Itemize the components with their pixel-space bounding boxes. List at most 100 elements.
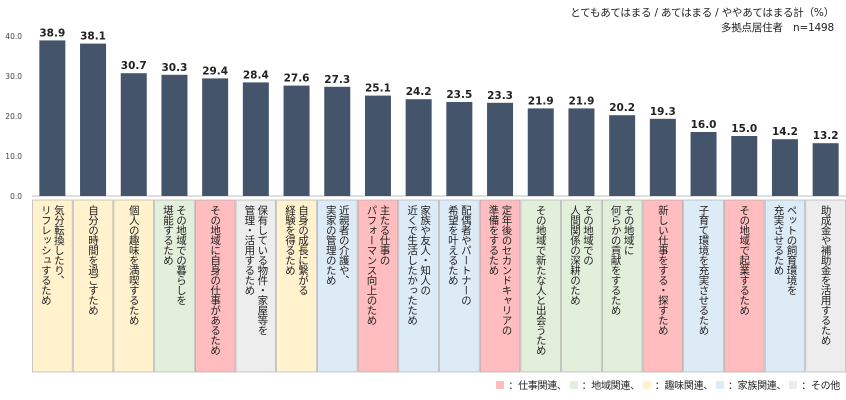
bar bbox=[39, 40, 66, 197]
category-label: 経験を得るため bbox=[284, 204, 296, 275]
legend-label: ：地域関連、 bbox=[581, 381, 641, 392]
category-label: 家族や友人・知人の bbox=[419, 204, 431, 295]
category-label: 保有している物件・家屋等を bbox=[256, 204, 268, 335]
bar bbox=[812, 143, 839, 196]
category-box bbox=[520, 199, 561, 373]
category-box bbox=[724, 199, 765, 373]
bar bbox=[690, 132, 717, 196]
value-label: 16.0 bbox=[691, 119, 717, 131]
category-box bbox=[398, 199, 439, 373]
category-label: 助成金や補助金を活用するため bbox=[820, 204, 832, 345]
category-label: 実家の管理のため bbox=[325, 204, 337, 285]
legend-swatch bbox=[789, 380, 798, 389]
category-label: 近親者の介護や、 bbox=[338, 204, 350, 285]
category-box bbox=[357, 199, 399, 373]
value-label: 13.2 bbox=[813, 130, 839, 142]
category-box bbox=[764, 199, 806, 373]
bar bbox=[487, 102, 514, 196]
category-label: その地域で起業するため bbox=[738, 205, 750, 315]
category-label: 管理・活用するため bbox=[243, 204, 255, 295]
category-label: その地域で新たな人と出会うため bbox=[535, 205, 547, 355]
value-label: 15.0 bbox=[731, 123, 757, 135]
value-label: 29.4 bbox=[202, 65, 228, 77]
category-box bbox=[479, 199, 521, 373]
y-tick-label: 40.0 bbox=[5, 32, 22, 41]
category-box bbox=[439, 199, 480, 373]
value-label: 14.2 bbox=[772, 126, 798, 138]
category-label: 何らかの貢献をするため bbox=[610, 204, 622, 315]
category-box bbox=[154, 199, 195, 373]
category-label: 新しい仕事をする・探すため bbox=[657, 204, 669, 335]
category-label: 希望を叶えるため bbox=[447, 204, 459, 285]
y-tick-label: 10.0 bbox=[5, 152, 22, 161]
category-box bbox=[235, 199, 277, 373]
category-label: 充実させるため bbox=[772, 204, 784, 275]
category-box bbox=[32, 199, 73, 373]
value-label: 21.9 bbox=[528, 95, 554, 107]
legend-label: ：その他 bbox=[801, 381, 840, 392]
bar bbox=[609, 115, 636, 196]
value-label: 28.4 bbox=[243, 69, 269, 81]
bar bbox=[364, 95, 391, 196]
legend-swatch bbox=[715, 380, 724, 389]
category-box bbox=[642, 199, 684, 373]
category-box bbox=[561, 199, 602, 373]
category-label: 自分の時間を過ごすため bbox=[87, 204, 99, 315]
bar bbox=[771, 139, 798, 196]
bar bbox=[242, 82, 269, 196]
legend-label: ：仕事関連、 bbox=[508, 381, 567, 392]
value-label: 30.7 bbox=[121, 60, 147, 72]
category-label: 近くで生活したかったため bbox=[406, 204, 418, 325]
chart-measure-note: とてもあてはまる / あてはまる / ややあてはまる計（%） bbox=[570, 7, 834, 19]
y-tick-label: 30.0 bbox=[5, 72, 22, 81]
y-tick-label: 0.0 bbox=[10, 192, 22, 201]
category-box bbox=[113, 199, 154, 373]
category-box bbox=[683, 199, 724, 373]
category-box bbox=[72, 199, 114, 373]
category-label: 堪能するため bbox=[162, 205, 174, 265]
category-label: 自身の成長に繋がる bbox=[297, 204, 309, 295]
category-label: その地域に自身の仕事があるため bbox=[209, 205, 221, 355]
legend: ：仕事関連、 ：地域関連、 ：趣味関連、 ：家族関連、 ：その他 bbox=[496, 377, 840, 392]
value-label: 23.3 bbox=[487, 90, 513, 102]
value-label: 38.1 bbox=[80, 31, 106, 43]
value-label: 24.2 bbox=[406, 86, 432, 98]
value-label: 27.6 bbox=[284, 73, 310, 85]
legend-label: ：家族関連、 bbox=[727, 381, 787, 392]
legend-label: ：趣味関連、 bbox=[654, 381, 714, 392]
value-label: 30.3 bbox=[161, 62, 187, 74]
bar bbox=[324, 86, 351, 196]
category-label: 主たる仕事の bbox=[378, 205, 390, 265]
category-label: ペットの飼育環境を bbox=[785, 205, 797, 295]
category-label: 定年後のセカンドキャリアの bbox=[501, 204, 513, 335]
category-label: 子育て環境を充実させるため bbox=[698, 205, 710, 335]
chart-sample-note: 多拠点居住者 n=1498 bbox=[720, 22, 834, 34]
value-label: 25.1 bbox=[365, 83, 391, 95]
category-label: その地域に bbox=[623, 205, 635, 255]
bar bbox=[283, 85, 310, 196]
value-label: 23.5 bbox=[446, 89, 472, 101]
y-tick-label: 20.0 bbox=[5, 112, 22, 121]
category-label: パフォーマンス向上のため bbox=[365, 205, 377, 325]
legend-swatch bbox=[642, 380, 651, 389]
legend-swatch bbox=[496, 380, 505, 389]
category-box bbox=[601, 199, 643, 373]
value-label: 19.3 bbox=[650, 106, 676, 118]
bar bbox=[446, 102, 473, 196]
legend-swatch bbox=[569, 380, 578, 389]
category-box bbox=[805, 199, 846, 373]
value-label: 21.9 bbox=[568, 95, 594, 107]
bar bbox=[731, 136, 758, 196]
value-label: 20.2 bbox=[609, 102, 635, 114]
category-label: リフレッシュするため bbox=[40, 205, 52, 305]
bar bbox=[120, 73, 147, 196]
bar bbox=[405, 99, 432, 196]
category-label: 個人の趣味を満喫するため bbox=[128, 204, 140, 325]
bar bbox=[161, 74, 188, 196]
category-label: 気分転換したり、 bbox=[53, 204, 65, 285]
value-label: 38.9 bbox=[39, 27, 65, 39]
category-label: 準備をするため bbox=[488, 204, 500, 275]
bar bbox=[527, 108, 554, 196]
bar bbox=[202, 78, 229, 196]
